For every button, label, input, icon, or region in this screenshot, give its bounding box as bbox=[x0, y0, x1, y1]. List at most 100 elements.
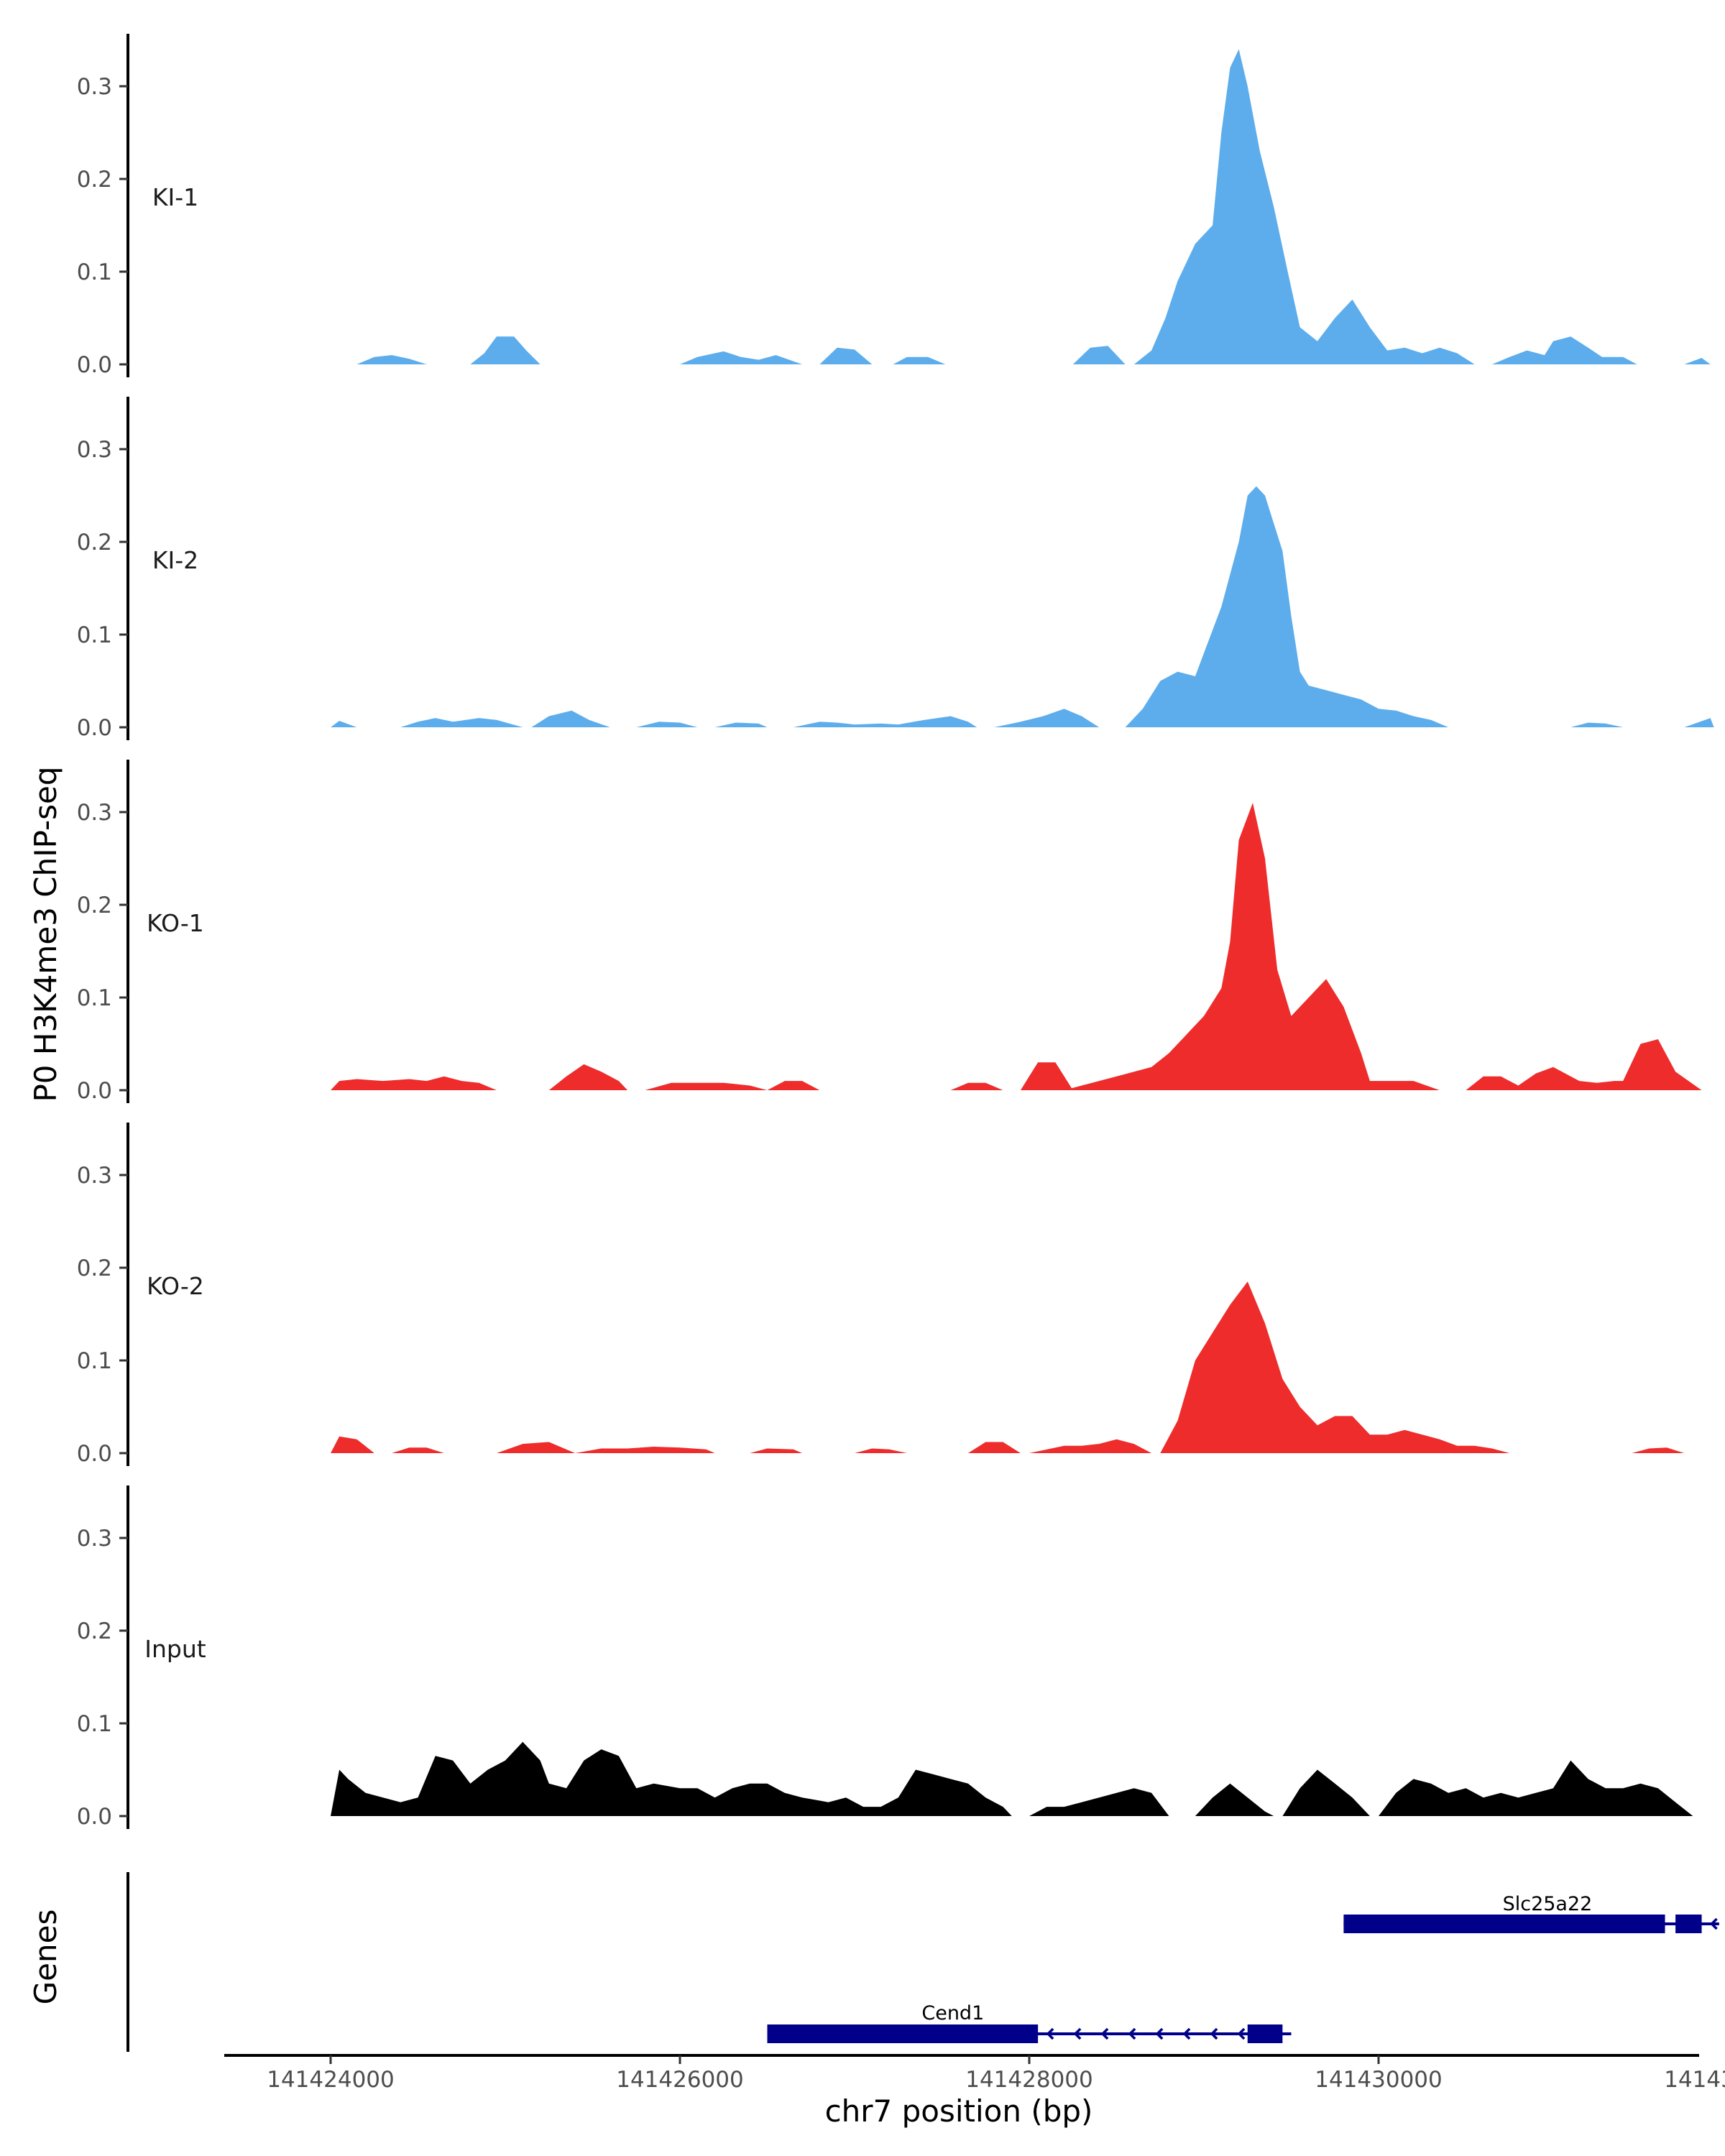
strand-arrow bbox=[1128, 2027, 1136, 2040]
y-tick-label: 0.1 bbox=[77, 622, 112, 648]
coverage-area bbox=[1133, 49, 1475, 365]
x-axis-title: chr7 position (bp) bbox=[825, 2093, 1093, 2129]
y-tick-label: 0.0 bbox=[77, 1441, 112, 1467]
track-ko-1: 0.0 0.1 0.2 0.3 KO-1 bbox=[77, 760, 1702, 1104]
y-tick-label: 0.2 bbox=[77, 893, 112, 918]
coverage-area bbox=[392, 1447, 444, 1453]
coverage-area bbox=[331, 1436, 374, 1453]
coverage-area bbox=[1684, 358, 1711, 364]
coverage-area bbox=[793, 716, 978, 727]
coverage-area bbox=[1125, 486, 1449, 727]
coverage-area bbox=[1684, 718, 1714, 727]
coverage-area bbox=[1020, 1062, 1073, 1090]
coverage-area bbox=[331, 1076, 497, 1090]
strand-arrow bbox=[1237, 2027, 1246, 2040]
x-tick-label: 141426000 bbox=[616, 2067, 744, 2093]
gene-exon bbox=[767, 2024, 1039, 2043]
y-tick-label: 0.1 bbox=[77, 1711, 112, 1737]
y-tick-label: 0.2 bbox=[77, 1618, 112, 1644]
x-tick-label: 141430000 bbox=[1315, 2067, 1443, 2093]
y-tick-label: 0.0 bbox=[77, 1804, 112, 1830]
coverage-area bbox=[967, 1442, 1021, 1453]
track-label: KI-2 bbox=[152, 546, 198, 574]
y-tick-label: 0.0 bbox=[77, 352, 112, 378]
coverage-area bbox=[1632, 1447, 1685, 1453]
coverage-area bbox=[331, 1741, 1012, 1816]
gene-label: Cend1 bbox=[921, 2002, 984, 2024]
gene-label: Slc25a22 bbox=[1503, 1893, 1593, 1915]
coverage-area bbox=[645, 1082, 768, 1090]
coverage-area bbox=[1379, 1760, 1693, 1816]
strand-arrow bbox=[1073, 2027, 1082, 2040]
coverage-area bbox=[331, 721, 357, 727]
y-tick-label: 0.1 bbox=[77, 259, 112, 285]
coverage-area bbox=[750, 1448, 803, 1453]
track-ki-2: 0.0 0.1 0.2 0.3 KI-2 bbox=[77, 397, 1714, 741]
coverage-area bbox=[1029, 1788, 1169, 1816]
track-ko-2: 0.0 0.1 0.2 0.3 KO-2 bbox=[77, 1123, 1685, 1467]
coverage-area bbox=[950, 1082, 1003, 1090]
coverage-area bbox=[1029, 1439, 1152, 1453]
strand-arrow bbox=[1155, 2027, 1164, 2040]
track-label: KO-2 bbox=[147, 1272, 204, 1300]
strand-arrow bbox=[1710, 1917, 1718, 1930]
y-tick-label: 0.2 bbox=[77, 1256, 112, 1281]
gene-slc25a22: Slc25a22 bbox=[1343, 1893, 1719, 1933]
coverage-area bbox=[1570, 722, 1624, 727]
coverage-area bbox=[1282, 1769, 1370, 1816]
coverage-area bbox=[548, 1064, 628, 1090]
strand-arrow bbox=[1046, 2027, 1054, 2040]
genes-panel: Slc25a22 Cend1 bbox=[126, 1872, 1719, 2052]
y-tick-label: 0.3 bbox=[77, 437, 112, 463]
y-tick-label: 0.2 bbox=[77, 530, 112, 556]
coverage-area bbox=[1064, 803, 1440, 1090]
y-tick-label: 0.3 bbox=[77, 1163, 112, 1189]
gene-cend1: Cend1 bbox=[767, 2002, 1292, 2043]
coverage-area bbox=[1195, 1783, 1274, 1816]
y-tick-label: 0.0 bbox=[77, 715, 112, 741]
strand-arrow bbox=[1100, 2027, 1109, 2040]
coverage-area bbox=[531, 710, 610, 727]
y-tick-label: 0.3 bbox=[77, 74, 112, 100]
coverage-area bbox=[356, 355, 427, 364]
x-tick-label: 141424000 bbox=[267, 2067, 395, 2093]
x-tick-label: 141428000 bbox=[965, 2067, 1093, 2093]
coverage-area bbox=[994, 709, 1100, 727]
track-ki-1: 0.0 0.1 0.2 0.3 KI-1 bbox=[77, 34, 1711, 378]
coverage-area bbox=[470, 336, 540, 364]
coverage-area bbox=[1466, 1039, 1702, 1090]
gene-exon bbox=[1247, 2024, 1283, 2043]
coverage-area bbox=[1160, 1281, 1510, 1453]
coverage-area bbox=[1491, 336, 1637, 364]
y-tick-label: 0.0 bbox=[77, 1078, 112, 1104]
track-label: KI-1 bbox=[152, 183, 198, 211]
coverage-area bbox=[496, 1442, 576, 1453]
y-tick-label: 0.2 bbox=[77, 167, 112, 193]
coverage-area bbox=[575, 1447, 715, 1453]
coverage-area bbox=[767, 1081, 820, 1090]
y-axis-title: P0 H3K4me3 ChIP-seq bbox=[28, 766, 63, 1102]
gene-exon bbox=[1343, 1915, 1665, 1933]
y-tick-label: 0.3 bbox=[77, 800, 112, 826]
genes-axis-title: Genes bbox=[28, 1909, 63, 2005]
x-tick-label: 141432000 bbox=[1664, 2067, 1725, 2093]
y-tick-label: 0.3 bbox=[77, 1526, 112, 1552]
coverage-area bbox=[680, 351, 803, 364]
track-label: Input bbox=[144, 1635, 206, 1663]
coverage-area bbox=[1072, 346, 1126, 364]
strand-arrow bbox=[1182, 2027, 1191, 2040]
coverage-area bbox=[714, 722, 768, 727]
coverage-area bbox=[855, 1448, 907, 1453]
coverage-area bbox=[893, 356, 946, 364]
coverage-area bbox=[819, 347, 873, 364]
strand-arrow bbox=[1210, 2027, 1218, 2040]
coverage-tracks: 0.00.10.20.3KI-10.00.10.20.3KI-20.00.10.… bbox=[77, 34, 1714, 1830]
track-input: 0.0 0.1 0.2 0.3 Input bbox=[77, 1485, 1693, 1830]
coverage-area bbox=[400, 718, 523, 727]
x-axis: 141424000 141426000 141428000 141430000 1414… bbox=[224, 2054, 1725, 2093]
coverage-area bbox=[636, 722, 698, 727]
y-tick-label: 0.1 bbox=[77, 1348, 112, 1374]
track-label: KO-1 bbox=[147, 909, 204, 937]
gene-exon bbox=[1675, 1915, 1702, 1933]
